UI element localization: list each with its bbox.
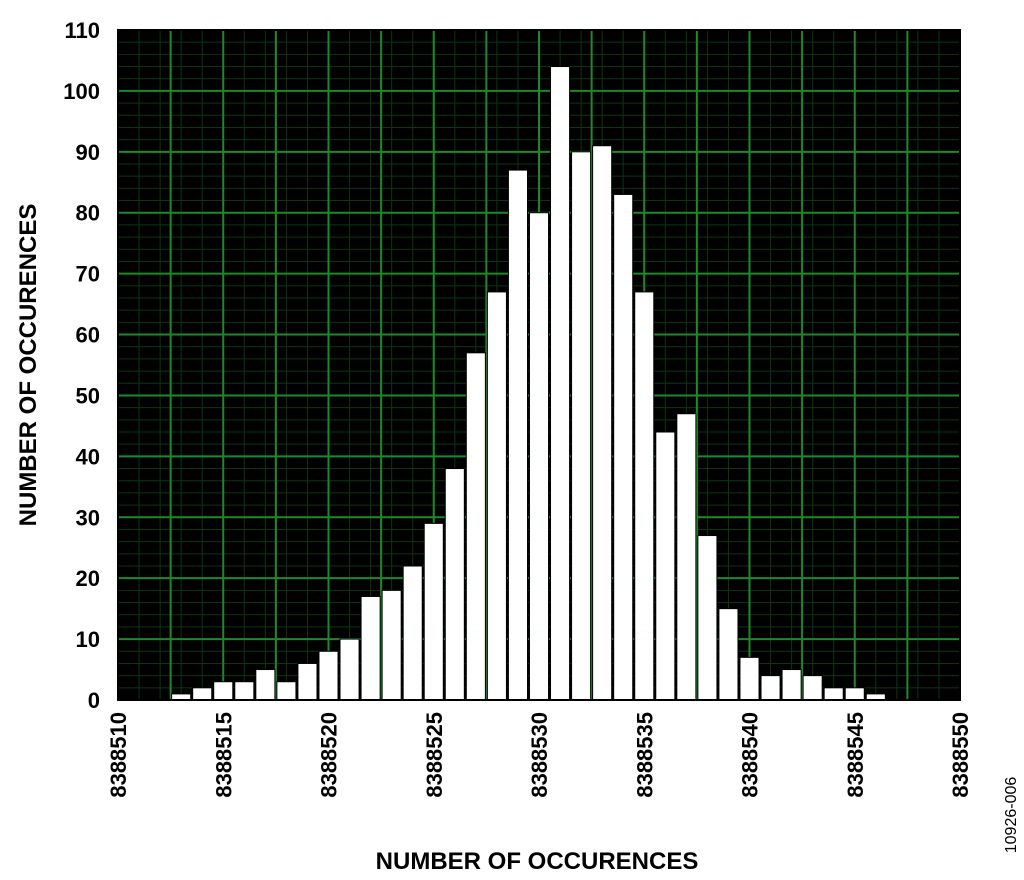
histogram-bar bbox=[844, 687, 865, 701]
y-tick-label: 70 bbox=[76, 262, 100, 287]
y-tick-label: 80 bbox=[76, 201, 100, 226]
y-tick-label: 110 bbox=[65, 18, 101, 43]
x-tick-label: 8388520 bbox=[317, 712, 342, 798]
x-tick-label: 8388530 bbox=[527, 712, 552, 798]
histogram-bar bbox=[465, 352, 486, 701]
histogram-bar bbox=[507, 169, 528, 701]
histogram-bar bbox=[697, 535, 718, 701]
histogram-bar bbox=[213, 681, 234, 701]
y-tick-label: 50 bbox=[76, 383, 100, 408]
y-tick-label: 20 bbox=[76, 566, 100, 591]
y-tick-label: 100 bbox=[63, 79, 100, 104]
y-tick-labels: 0 10 20 30 40 50 60 70 80 90 100 110 bbox=[63, 18, 100, 713]
histogram-bar bbox=[381, 589, 402, 701]
histogram-bar bbox=[802, 675, 823, 701]
histogram-bar bbox=[360, 595, 381, 701]
y-tick-label: 60 bbox=[76, 323, 100, 348]
histogram-bar bbox=[318, 650, 339, 701]
histogram-bar bbox=[192, 687, 213, 701]
y-tick-label: 30 bbox=[76, 505, 100, 530]
histogram-bar bbox=[402, 565, 423, 701]
histogram-bar bbox=[423, 522, 444, 701]
histogram-bar bbox=[297, 662, 318, 701]
histogram-bar bbox=[592, 145, 613, 701]
x-tick-label: 8388515 bbox=[211, 712, 236, 798]
histogram-bar bbox=[339, 638, 360, 701]
x-tick-label: 8388510 bbox=[106, 712, 131, 798]
y-tick-label: 40 bbox=[76, 444, 100, 469]
bars bbox=[171, 66, 886, 701]
histogram-bar bbox=[823, 687, 844, 701]
histogram-bar bbox=[444, 468, 465, 701]
histogram-bar bbox=[486, 291, 507, 701]
histogram-bar bbox=[781, 669, 802, 701]
x-tick-label: 8388540 bbox=[738, 712, 763, 798]
figure-id: 10926-006 bbox=[1003, 777, 1020, 854]
y-axis-title: NUMBER OF OCCURENCES bbox=[15, 204, 42, 527]
y-tick-label: 10 bbox=[76, 627, 100, 652]
histogram-bar bbox=[550, 66, 571, 701]
x-tick-label: 8388550 bbox=[948, 712, 973, 798]
histogram-bar bbox=[613, 193, 634, 701]
histogram-bar bbox=[571, 151, 592, 701]
x-tick-label: 8388535 bbox=[632, 712, 657, 798]
x-tick-label: 8388525 bbox=[422, 712, 447, 798]
x-axis-title: NUMBER OF OCCURENCES bbox=[376, 848, 699, 875]
histogram-bar bbox=[276, 681, 297, 701]
histogram-bar bbox=[528, 212, 550, 701]
y-tick-label: 90 bbox=[76, 140, 100, 165]
histogram-bar bbox=[634, 291, 655, 701]
plot-frame bbox=[117, 29, 961, 701]
histogram-bar bbox=[760, 675, 781, 701]
histogram-bar bbox=[718, 608, 739, 701]
y-tick-label: 0 bbox=[88, 688, 100, 713]
histogram-bar bbox=[255, 669, 276, 701]
histogram-bar bbox=[234, 681, 255, 701]
histogram-bar bbox=[676, 413, 697, 701]
x-tick-label: 8388545 bbox=[843, 712, 868, 798]
histogram-bar bbox=[655, 431, 676, 701]
histogram-bar bbox=[739, 656, 760, 701]
x-tick-labels: 8388510 8388515 8388520 8388525 8388530 83885… bbox=[106, 712, 973, 798]
